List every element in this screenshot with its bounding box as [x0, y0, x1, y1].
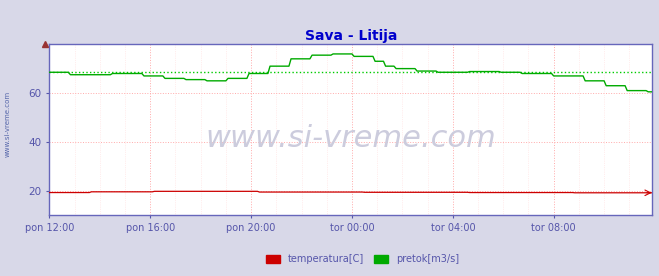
Legend: temperatura[C], pretok[m3/s]: temperatura[C], pretok[m3/s] [262, 251, 463, 268]
Text: www.si-vreme.com: www.si-vreme.com [5, 91, 11, 157]
Title: Sava - Litija: Sava - Litija [304, 29, 397, 43]
Text: www.si-vreme.com: www.si-vreme.com [206, 124, 496, 153]
